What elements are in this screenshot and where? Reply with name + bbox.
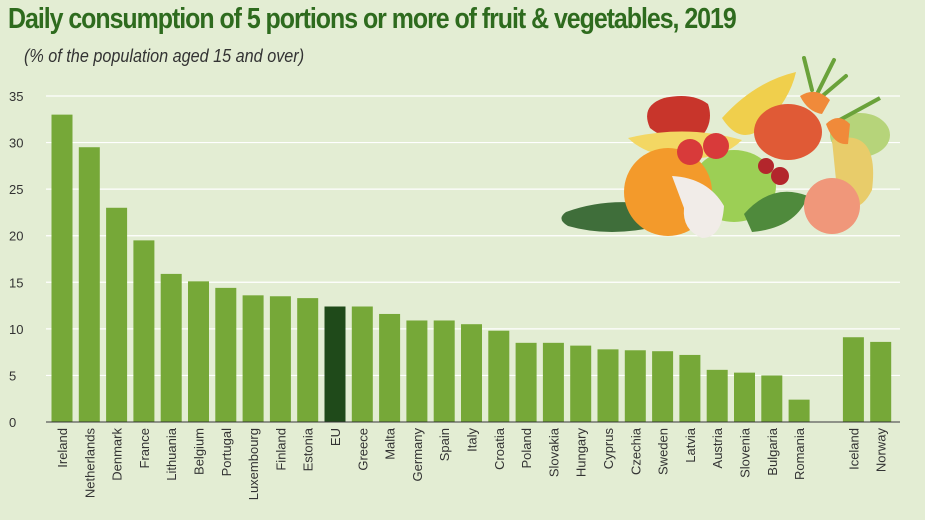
x-tick-label: Estonia	[301, 427, 316, 471]
chart-title: Daily consumption of 5 portions or more …	[8, 3, 737, 35]
x-tick-label: Netherlands	[82, 428, 97, 499]
bar-czechia	[624, 350, 646, 422]
x-tick-label: Luxembourg	[246, 428, 261, 500]
x-tick-label: Poland	[519, 428, 534, 468]
fruit-and-vegetables-illustration	[561, 56, 890, 238]
bar-germany	[406, 320, 428, 422]
y-tick-label: 20	[9, 229, 23, 244]
x-tick-label: France	[137, 428, 152, 468]
bar-france	[133, 240, 155, 422]
x-tick-label: Ireland	[55, 428, 70, 468]
y-tick-label: 0	[9, 415, 16, 430]
bar-sweden	[652, 351, 674, 422]
x-tick-label: Lithuania	[164, 427, 179, 481]
bar-luxembourg	[242, 295, 264, 422]
bar-bulgaria	[761, 375, 783, 422]
y-tick-label: 10	[9, 322, 23, 337]
y-tick-label: 30	[9, 136, 23, 151]
bars	[51, 114, 892, 422]
y-tick-label: 15	[9, 275, 23, 290]
x-tick-label: Denmark	[110, 428, 125, 481]
bar-denmark	[106, 207, 128, 422]
bar-belgium	[188, 281, 209, 422]
x-tick-label: Latvia	[683, 427, 698, 462]
x-tick-label: Czechia	[628, 427, 643, 475]
x-tick-label: EU	[328, 428, 343, 446]
y-axis: 0 5 10 15 20 25 30 35	[9, 89, 23, 430]
x-axis: Ireland Netherlands Denmark France Lithuania…	[46, 421, 900, 500]
x-tick-label: Cyprus	[601, 428, 616, 470]
y-tick-label: 35	[9, 89, 23, 104]
bar-greece	[351, 306, 373, 422]
bar-spain	[433, 320, 455, 422]
x-tick-label: Malta	[383, 427, 398, 460]
bar-ireland	[51, 114, 73, 422]
bar-slovakia	[542, 342, 564, 422]
bar-hungary	[570, 345, 592, 422]
bar-croatia	[488, 330, 510, 422]
x-tick-label: Bulgaria	[765, 427, 780, 475]
bar-portugal	[215, 287, 237, 422]
x-tick-label: Iceland	[846, 428, 861, 470]
bar-norway	[870, 341, 892, 422]
bar-austria	[706, 369, 728, 422]
x-tick-label: Romania	[792, 427, 807, 480]
bar-malta	[379, 313, 401, 422]
x-tick-label: Croatia	[492, 427, 507, 470]
bar-netherlands	[78, 147, 100, 422]
x-tick-label: Sweden	[656, 428, 671, 475]
bar-latvia	[679, 354, 701, 422]
bar-iceland	[842, 337, 864, 422]
x-tick-label: Austria	[710, 427, 725, 468]
x-tick-label: Slovakia	[546, 427, 561, 477]
y-tick-label: 25	[9, 182, 23, 197]
x-tick-label: Norway	[874, 428, 889, 473]
x-tick-label: Germany	[410, 428, 425, 482]
bar-finland	[269, 296, 291, 422]
x-tick-label: Spain	[437, 428, 452, 461]
bar-lithuania	[160, 273, 182, 422]
bar-cyprus	[597, 349, 619, 422]
chart-subtitle: (% of the population aged 15 and over)	[24, 46, 305, 66]
bar-italy	[461, 324, 482, 422]
x-tick-label: Hungary	[574, 428, 589, 478]
x-tick-label: Italy	[465, 428, 480, 452]
bar-poland	[515, 342, 537, 422]
bar-eu	[324, 306, 346, 422]
x-tick-label: Portugal	[219, 428, 234, 477]
x-tick-label: Slovenia	[738, 427, 753, 478]
bar-romania	[788, 399, 810, 422]
x-tick-label: Greece	[355, 428, 370, 471]
x-tick-label: Belgium	[192, 428, 207, 475]
x-tick-label: Finland	[273, 428, 288, 471]
y-tick-label: 5	[9, 368, 16, 383]
bar-estonia	[297, 298, 319, 422]
bar-slovenia	[734, 372, 755, 422]
